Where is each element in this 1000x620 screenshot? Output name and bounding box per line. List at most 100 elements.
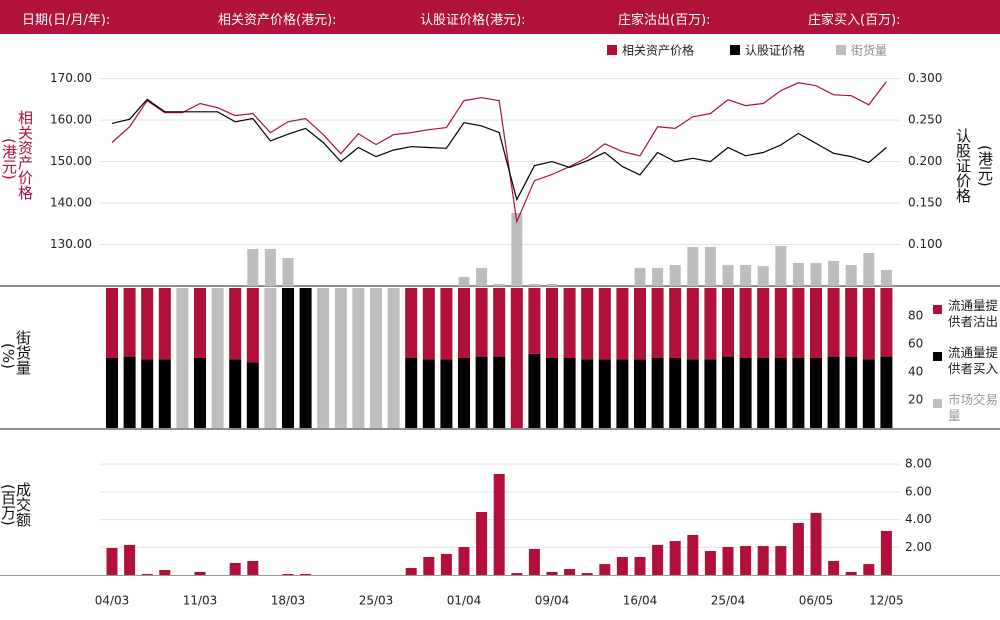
- share-bar: [194, 358, 206, 428]
- x-tick-label: 25/03: [359, 594, 394, 608]
- share-bar: [528, 353, 541, 428]
- turnover-bar: [528, 548, 540, 575]
- share-bar: [123, 288, 136, 357]
- share-bar: [106, 288, 118, 358]
- legend-swatch: [933, 352, 942, 361]
- street-volume-bar: [493, 283, 505, 286]
- turnover-bar: [511, 573, 523, 575]
- share-bar: [510, 288, 523, 428]
- share-bar: [387, 288, 400, 428]
- legend-label: 认股证价格: [745, 43, 805, 58]
- share-bar: [246, 362, 259, 428]
- share-bar: [176, 288, 189, 428]
- header-field: 认股证价格(港元):: [420, 13, 526, 28]
- turnover-bar: [792, 523, 804, 575]
- share-bar: [123, 356, 136, 428]
- share-bar: [106, 358, 118, 428]
- x-tick-label: 12/05: [869, 594, 904, 608]
- legend-label: 街货量: [851, 43, 887, 58]
- header-field: 庄家沽出(百万):: [618, 13, 711, 28]
- turnover-bar: [493, 473, 505, 575]
- turnover-bar: [282, 574, 294, 575]
- x-tick-label: 11/03: [183, 594, 218, 608]
- turnover-bar: [599, 564, 611, 575]
- y2-tick-label: 2.00: [905, 540, 932, 554]
- share-bar: [493, 356, 506, 428]
- share-bar: [651, 288, 664, 358]
- turnover-bar: [810, 512, 822, 575]
- y2-axis-unit: (港元): [976, 145, 994, 187]
- share-bar: [598, 359, 611, 428]
- share-bar: [211, 288, 224, 428]
- legend-swatch: [933, 305, 942, 314]
- street-volume-bar: [863, 253, 875, 286]
- share-bar: [810, 288, 822, 358]
- street-volume-bar: [704, 246, 716, 286]
- share-bar: [458, 288, 470, 358]
- share-bar: [458, 358, 470, 428]
- street-volume-bar: [528, 283, 540, 286]
- legend-label: 流通量提供者沽出: [948, 298, 999, 329]
- share-bar: [422, 288, 435, 360]
- share-bar: [739, 358, 752, 428]
- share-bar: [229, 288, 242, 360]
- y2-tick-label: 0.250: [908, 113, 942, 127]
- share-bar: [616, 288, 629, 360]
- x-tick-label: 25/04: [711, 594, 746, 608]
- share-bar: [422, 359, 435, 428]
- share-bar: [370, 288, 382, 428]
- y-tick-label: 80: [908, 309, 923, 323]
- street-volume-bar: [511, 213, 523, 286]
- turnover-bar: [141, 574, 153, 575]
- street-volume-bar: [546, 283, 558, 286]
- street-volume-bar: [775, 245, 787, 286]
- y-tick-label: 60: [908, 337, 923, 351]
- share-bar: [352, 288, 365, 428]
- share-bar: [246, 288, 259, 363]
- y2-tick-label: 0.200: [908, 154, 942, 168]
- share-bar: [810, 358, 822, 428]
- share-bar: [722, 356, 734, 428]
- turnover-bar: [722, 547, 734, 575]
- legend-label: 市场交易量: [948, 392, 999, 423]
- share-bar: [229, 359, 242, 428]
- share-bar: [845, 356, 858, 428]
- share-bar: [546, 288, 558, 358]
- share-bar: [757, 358, 770, 428]
- x-tick-label: 09/04: [535, 594, 570, 608]
- share-bar: [158, 359, 171, 428]
- street-volume-bar: [740, 264, 752, 286]
- turnover-bar: [229, 562, 241, 575]
- turnover-bar: [546, 571, 558, 575]
- share-bar: [827, 356, 840, 428]
- header-field: 庄家买入(百万):: [808, 13, 901, 28]
- turnover-bar: [757, 546, 769, 575]
- turnover-bar: [740, 546, 752, 575]
- legend-swatch: [836, 45, 846, 55]
- share-bar: [686, 288, 699, 360]
- turnover-bar: [423, 556, 435, 575]
- street-volume-bar: [880, 269, 892, 286]
- share-bar: [141, 288, 154, 360]
- share-bar: [880, 356, 893, 428]
- share-bar: [757, 288, 770, 358]
- street-volume-bar: [757, 266, 769, 286]
- turnover-bar: [775, 546, 787, 575]
- header-bar: 日期(日/月/年): 相关资产价格(港元): 认股证价格(港元): 庄家沽出(百万):…: [0, 0, 1000, 34]
- share-bar: [616, 359, 629, 428]
- y-tick-label: 130.00: [50, 237, 92, 251]
- street-volume-bar: [828, 260, 840, 286]
- y-axis-title: 成交额: [14, 482, 32, 527]
- turnover-bar: [300, 574, 312, 575]
- street-volume-bar: [652, 267, 664, 286]
- price-line: [111, 81, 887, 224]
- x-tick-label: 04/03: [95, 594, 130, 608]
- street-volume-bar: [687, 246, 699, 286]
- x-tick-label: 18/03: [271, 594, 306, 608]
- share-bar: [581, 359, 594, 428]
- share-bar: [722, 288, 734, 357]
- legend-swatch: [730, 45, 740, 55]
- share-bar: [845, 288, 858, 357]
